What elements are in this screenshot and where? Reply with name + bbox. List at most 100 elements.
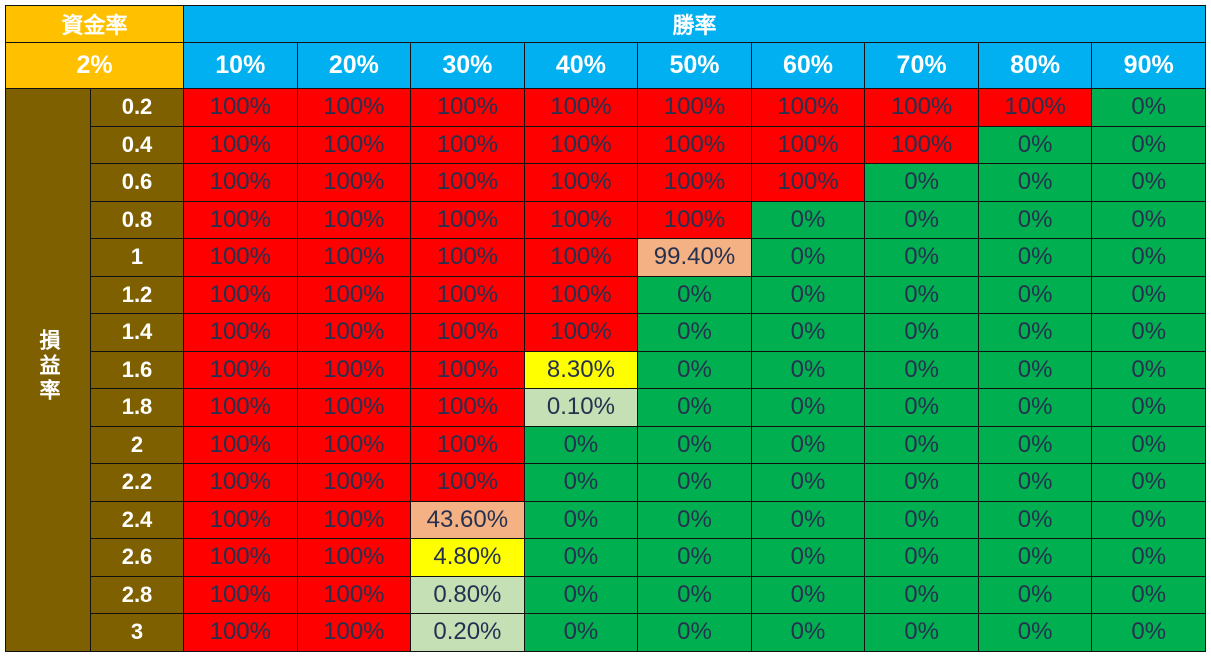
ruin-probability-cell: 100%: [296, 163, 412, 202]
ruin-probability-cell: 0%: [750, 425, 866, 464]
ruin-probability-cell: 100%: [296, 500, 412, 539]
ruin-probability-cell: 100%: [410, 275, 525, 314]
ruin-probability-cell: 0%: [637, 275, 752, 314]
win-rate-header: 60%: [750, 42, 866, 89]
ruin-probability-cell: 0%: [750, 238, 866, 277]
win-rate-header: 40%: [523, 42, 639, 89]
profit-loss-ratio-row-label: 0.8: [89, 200, 185, 239]
win-rate-header: 50%: [637, 42, 752, 89]
ruin-probability-cell: 0%: [637, 538, 752, 577]
ruin-probability-cell: 0.80%: [410, 575, 525, 614]
ruin-probability-cell: 0%: [977, 275, 1093, 314]
table-row: 0.4 100% 100% 100% 100% 100% 100% 100% 0% 0%: [6, 125, 1206, 164]
ruin-probability-cell: 0%: [1091, 275, 1206, 314]
table-row: 0.8 100% 100% 100% 100% 100% 0% 0% 0% 0%: [6, 200, 1206, 239]
ruin-probability-cell: 0%: [977, 163, 1093, 202]
ruin-probability-cell: 100%: [410, 238, 525, 277]
ruin-probability-cell: 100%: [410, 463, 525, 502]
ruin-probability-cell: 0%: [977, 425, 1093, 464]
ruin-probability-cell: 0%: [977, 463, 1093, 502]
ruin-probability-cell: 0%: [750, 275, 866, 314]
ruin-probability-cell: 100%: [296, 313, 412, 352]
ruin-probability-cell: 0%: [750, 350, 866, 389]
ruin-probability-cell: 0%: [1091, 425, 1206, 464]
ruin-probability-cell: 0%: [1091, 313, 1206, 352]
ruin-probability-cell: 100%: [296, 613, 412, 652]
ruin-probability-cell: 0%: [637, 575, 752, 614]
ruin-probability-cell: 100%: [410, 88, 525, 127]
table-row: 2.4 100% 100% 43.60% 0% 0% 0% 0% 0% 0%: [6, 500, 1206, 539]
ruin-probability-cell: 100%: [523, 275, 639, 314]
profit-loss-ratio-row-label: 1.8: [89, 388, 185, 427]
ruin-probability-cell: 0%: [523, 538, 639, 577]
ruin-probability-cell: 100%: [183, 275, 298, 314]
ruin-probability-cell: 0.10%: [523, 388, 639, 427]
ruin-probability-cell: 100%: [296, 125, 412, 164]
ruin-probability-cell: 0%: [864, 163, 979, 202]
ruin-probability-cell: 100%: [637, 200, 752, 239]
profit-loss-ratio-row-label: 2.4: [89, 500, 185, 539]
win-rate-header: 30%: [410, 42, 525, 89]
ruin-probability-cell: 0%: [1091, 575, 1206, 614]
profit-loss-ratio-row-label: 1.2: [89, 275, 185, 314]
table-row: 1 100% 100% 100% 100% 99.40% 0% 0% 0% 0%: [6, 238, 1206, 277]
ruin-probability-cell: 0.20%: [410, 613, 525, 652]
win-rate-header: 70%: [864, 42, 979, 89]
profit-loss-ratio-header: 損益率: [5, 88, 91, 652]
ruin-probability-cell: 0%: [1091, 613, 1206, 652]
risk-of-ruin-table: 資金率 勝率 2% 10% 20% 30% 40% 50% 60% 70% 80% 90% 損益…: [4, 5, 1206, 652]
ruin-probability-cell: 100%: [296, 575, 412, 614]
ruin-probability-cell: 4.80%: [410, 538, 525, 577]
ruin-probability-cell: 0%: [1091, 163, 1206, 202]
win-rate-header: 90%: [1091, 42, 1206, 89]
ruin-probability-cell: 100%: [183, 538, 298, 577]
ruin-probability-cell: 0%: [750, 538, 866, 577]
ruin-probability-cell: 100%: [523, 88, 639, 127]
ruin-probability-cell: 0%: [1091, 88, 1206, 127]
ruin-probability-cell: 0%: [864, 500, 979, 539]
profit-loss-ratio-row-label: 2.8: [89, 575, 185, 614]
profit-loss-ratio-row-label: 2.6: [89, 538, 185, 577]
ruin-probability-cell: 100%: [183, 463, 298, 502]
ruin-probability-cell: 100%: [296, 425, 412, 464]
ruin-probability-cell: 0%: [1091, 125, 1206, 164]
ruin-probability-cell: 100%: [183, 613, 298, 652]
ruin-probability-cell: 0%: [1091, 238, 1206, 277]
ruin-probability-cell: 100%: [523, 313, 639, 352]
ruin-probability-cell: 0%: [637, 500, 752, 539]
table-row: 1.4 100% 100% 100% 100% 0% 0% 0% 0% 0%: [6, 313, 1206, 352]
ruin-probability-cell: 0%: [750, 575, 866, 614]
ruin-probability-cell: 0%: [977, 200, 1093, 239]
ruin-probability-cell: 0%: [1091, 388, 1206, 427]
ruin-probability-cell: 0%: [864, 613, 979, 652]
ruin-probability-cell: 0%: [750, 613, 866, 652]
ruin-probability-cell: 100%: [183, 238, 298, 277]
ruin-probability-cell: 0%: [750, 313, 866, 352]
capital-rate-value: 2%: [4, 42, 185, 89]
table-row: 3 100% 100% 0.20% 0% 0% 0% 0% 0% 0%: [6, 613, 1206, 652]
ruin-probability-cell: 0%: [977, 500, 1093, 539]
table-row: 2.2 100% 100% 100% 0% 0% 0% 0% 0% 0%: [6, 463, 1206, 502]
ruin-probability-cell: 0%: [523, 500, 639, 539]
ruin-probability-cell: 100%: [864, 125, 979, 164]
ruin-probability-cell: 100%: [296, 88, 412, 127]
ruin-probability-cell: 0%: [637, 313, 752, 352]
ruin-probability-cell: 0%: [977, 575, 1093, 614]
ruin-probability-cell: 100%: [183, 500, 298, 539]
ruin-probability-cell: 100%: [183, 163, 298, 202]
profit-loss-ratio-row-label: 3: [89, 613, 185, 652]
ruin-probability-cell: 0%: [864, 388, 979, 427]
win-rate-header: 20%: [296, 42, 412, 89]
capital-rate-label: 資金率: [4, 5, 185, 43]
ruin-probability-cell: 43.60%: [410, 500, 525, 539]
ruin-probability-cell: 0%: [637, 388, 752, 427]
ruin-probability-cell: 100%: [183, 388, 298, 427]
ruin-probability-cell: 0%: [1091, 538, 1206, 577]
ruin-probability-cell: 0%: [637, 463, 752, 502]
table-row: 2 100% 100% 100% 0% 0% 0% 0% 0% 0%: [6, 425, 1206, 464]
ruin-probability-cell: 0%: [864, 575, 979, 614]
ruin-probability-cell: 0%: [864, 238, 979, 277]
win-rate-header: 10%: [183, 42, 298, 89]
table-row: 損益率 0.2 100% 100% 100% 100% 100% 100% 100% 100% 0%: [5, 88, 1206, 652]
ruin-probability-cell: 100%: [296, 538, 412, 577]
